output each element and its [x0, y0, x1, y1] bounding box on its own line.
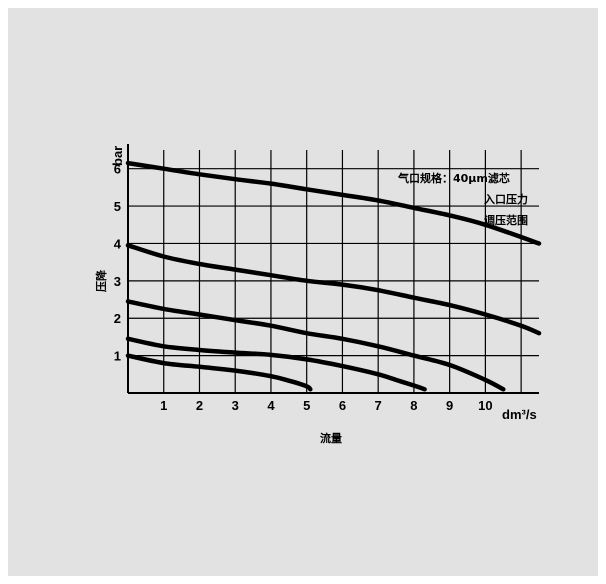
curves [125, 160, 542, 392]
y-tick-label: 5 [114, 199, 121, 214]
x-tick-label: 3 [232, 398, 239, 413]
x-axis-title: 流量 [320, 431, 342, 445]
y-tick-labels: 1 2 3 4 5 6 [114, 162, 122, 364]
x-tick-label: 10 [478, 398, 492, 413]
grid [128, 150, 539, 393]
note-regulating-range: 调压范围 [484, 213, 528, 227]
x-unit-label: dm³/s [502, 407, 537, 422]
x-tick-label: 7 [375, 398, 382, 413]
series-line-4 [125, 336, 427, 392]
pressure-drop-chart: 1 2 3 4 5 6 7 8 9 10 1 2 3 4 5 6 bar 压降 流量 dm³/s 气口规格：… [94, 144, 542, 445]
y-tick-label: 3 [114, 274, 121, 289]
x-tick-label: 5 [303, 398, 310, 413]
y-unit-label: bar [110, 146, 125, 166]
x-tick-label: 1 [160, 398, 167, 413]
y-tick-label: 1 [114, 349, 121, 364]
x-tick-label: 9 [446, 398, 453, 413]
series-line-2 [125, 243, 542, 336]
y-axis-title: 压降 [94, 269, 108, 292]
x-tick-label: 6 [339, 398, 346, 413]
note-port-spec: 气口规格：40μm滤芯 [397, 171, 510, 185]
note-inlet-pressure: 入口压力 [484, 192, 528, 206]
series-line-5 [125, 353, 313, 392]
series-line-3 [125, 299, 506, 392]
chart-frame: 1 2 3 4 5 6 7 8 9 10 1 2 3 4 5 6 bar 压降 流量 dm³/s 气口规格：… [8, 8, 598, 576]
axes [127, 144, 539, 394]
y-tick-label: 4 [114, 236, 122, 251]
x-tick-label: 8 [410, 398, 417, 413]
y-tick-label: 6 [114, 162, 121, 177]
x-tick-labels: 1 2 3 4 5 6 7 8 9 10 [160, 398, 493, 413]
series-line-1 [125, 160, 542, 246]
x-tick-label: 4 [267, 398, 275, 413]
y-tick-label: 2 [114, 311, 121, 326]
x-tick-label: 2 [196, 398, 203, 413]
